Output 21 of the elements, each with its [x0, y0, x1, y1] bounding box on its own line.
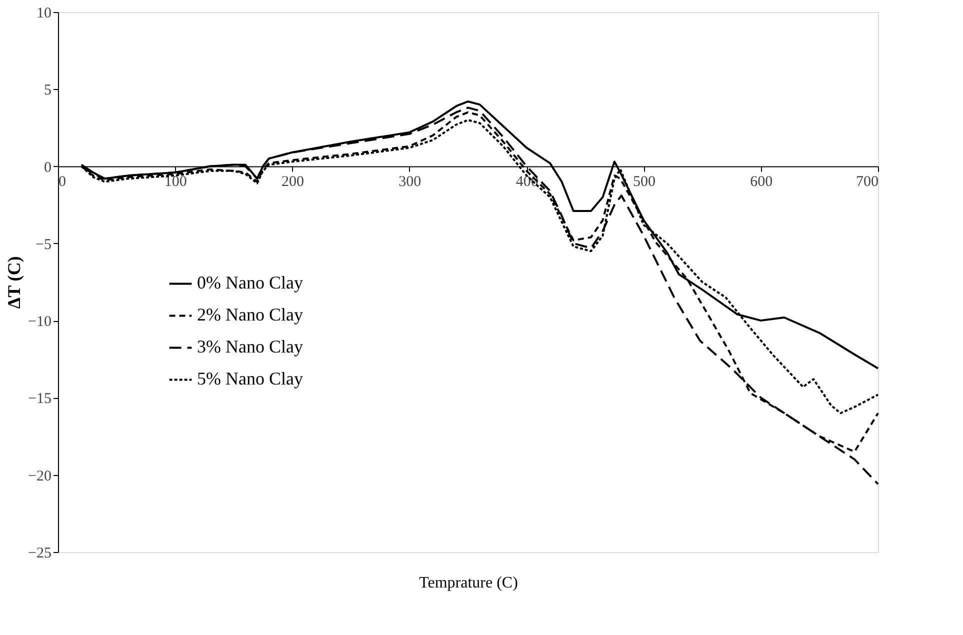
x-axis-title: Temprature (C) [419, 574, 518, 592]
x-tick-label: 100 [164, 174, 187, 190]
legend-label: 5% Nano Clay [197, 368, 303, 389]
x-tick-label: 0 [58, 174, 66, 190]
y-axis-title: ΔT (C) [4, 256, 24, 309]
legend-label: 2% Nano Clay [197, 304, 303, 325]
legend-label: 3% Nano Clay [197, 336, 303, 357]
x-tick-label: 500 [632, 174, 656, 190]
legend-label: 0% Nano Clay [197, 272, 303, 293]
x-tick-label: 300 [398, 174, 422, 190]
y-tick-label: 5 [44, 82, 52, 99]
y-tick-label: −25 [28, 546, 52, 562]
y-tick-label: −15 [28, 391, 52, 408]
y-tick-label: −10 [28, 314, 52, 330]
y-tick-label: 10 [36, 6, 52, 22]
y-tick-label: 0 [44, 160, 52, 176]
y-tick-label: −5 [36, 236, 52, 253]
y-tick-label: −20 [28, 468, 52, 484]
x-tick-label: 200 [282, 174, 304, 190]
x-tick-label: 600 [750, 174, 773, 190]
x-tick-label: 700 [856, 174, 878, 190]
